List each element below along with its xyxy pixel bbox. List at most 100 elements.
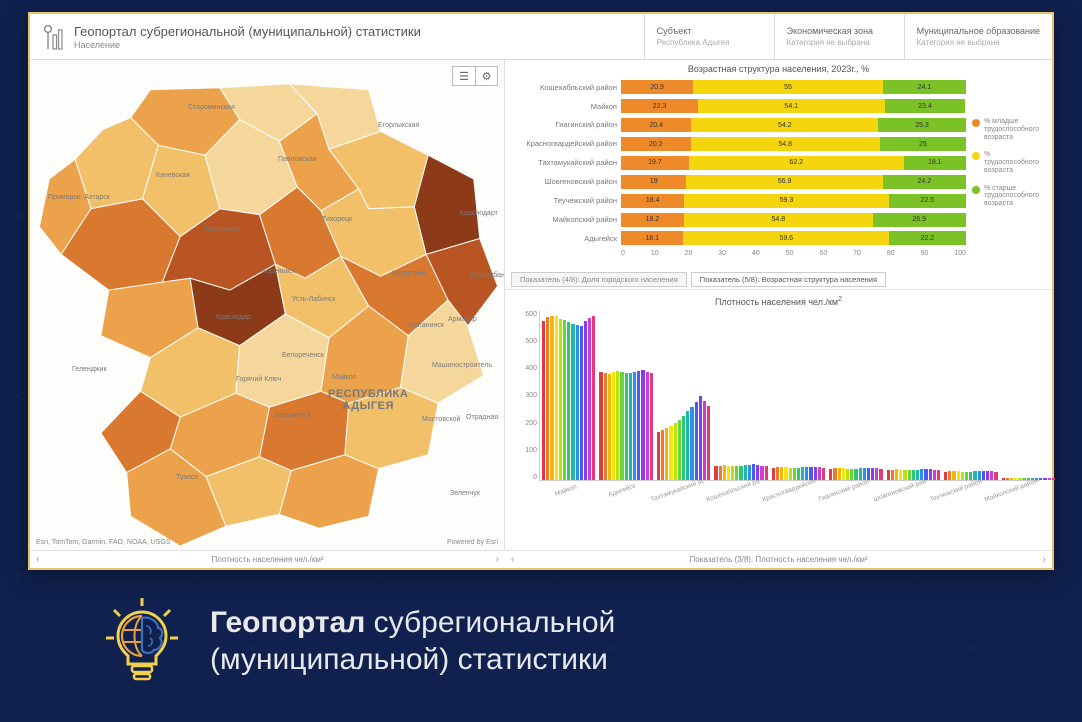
chart-tab[interactable]: Показатель (5/8): Возрастная структура н…	[691, 272, 886, 287]
selector-subject[interactable]: Субъект Республика Адыгея	[644, 14, 774, 59]
density-plot-area	[539, 311, 1040, 481]
group-label: Тахтамукайский район	[650, 478, 709, 516]
density-bar	[604, 373, 607, 480]
bar-group[interactable]	[942, 471, 999, 480]
dashboard-card: Геопортал субрегиональной (муниципальной…	[28, 12, 1054, 570]
chevron-right-icon[interactable]: ›	[496, 554, 499, 565]
bar-group[interactable]	[540, 316, 597, 480]
gear-icon[interactable]: ⚙	[475, 67, 497, 85]
category-label: Красногвардейский район	[526, 140, 617, 148]
density-bar	[908, 470, 911, 480]
x-tick: 100	[954, 250, 966, 257]
selector-label: Муниципальное образование	[917, 26, 1040, 36]
density-bar	[571, 324, 574, 480]
density-bar	[780, 467, 783, 480]
density-bar	[829, 469, 832, 480]
bar-segment: 55	[693, 80, 883, 94]
density-bar	[961, 472, 964, 481]
chevron-left-icon[interactable]: ‹	[36, 554, 39, 565]
density-bar	[633, 372, 636, 480]
density-bar	[859, 468, 862, 480]
density-bar	[994, 472, 997, 481]
density-bar	[822, 468, 825, 480]
bar-group[interactable]	[770, 467, 827, 480]
density-bar	[567, 322, 570, 480]
bar-segment: 19.7	[621, 156, 689, 170]
stacked-bar-row[interactable]: 18.159.622.2	[621, 231, 966, 245]
group-label: Майкопский район	[984, 478, 1043, 516]
density-bar	[620, 372, 623, 480]
group-label: Гиагинский район	[817, 478, 876, 516]
stacked-bar-row[interactable]: 20.454.225.3	[621, 118, 966, 132]
density-bar	[760, 466, 763, 480]
density-bar	[957, 471, 960, 480]
stacked-bar-row[interactable]: 19.762.218.1	[621, 156, 966, 170]
stacked-bar-row[interactable]: 20.95524.1	[621, 80, 966, 94]
y-tick: 400	[525, 365, 537, 372]
bar-segment: 54.8	[691, 137, 880, 151]
selector-economic-zone[interactable]: Экономическая зона Категория не выбрана	[774, 14, 904, 59]
stacked-bar-row[interactable]: 18.459.322.5	[621, 194, 966, 208]
bar-segment: 22.3	[621, 99, 698, 113]
headline-icon	[100, 596, 184, 686]
y-tick: 600	[525, 311, 537, 318]
choropleth-map	[30, 60, 504, 550]
x-tick: 20	[685, 250, 693, 257]
density-bar	[748, 465, 751, 480]
density-bar	[1002, 478, 1005, 480]
stacked-bar-row[interactable]: 18.254.826.9	[621, 213, 966, 227]
y-tick: 200	[525, 420, 537, 427]
bar-segment: 24.2	[883, 175, 966, 189]
category-label: Тахтамукайский район	[538, 159, 617, 167]
density-bar	[903, 470, 906, 480]
density-bar	[1048, 478, 1051, 480]
density-bar	[744, 465, 747, 480]
bar-group[interactable]	[655, 396, 712, 480]
density-bar	[948, 471, 951, 480]
legend-swatch	[972, 119, 980, 127]
density-bar	[723, 465, 726, 480]
bar-segment: 26.9	[873, 213, 966, 227]
legend-swatch	[972, 152, 980, 160]
density-bar	[592, 316, 595, 480]
legend-item: % трудоспособного возраста	[972, 151, 1046, 174]
stacked-bar-row[interactable]: 1956.924.2	[621, 175, 966, 189]
density-bar	[842, 468, 845, 480]
bar-segment: 54.2	[691, 118, 878, 132]
group-label: Теучежский район	[928, 478, 987, 516]
density-bar	[678, 420, 681, 480]
density-bar	[612, 372, 615, 480]
stacked-bar-row[interactable]: 20.254.825	[621, 137, 966, 151]
bar-group[interactable]	[885, 469, 942, 480]
selector-municipality[interactable]: Муниципальное образование Категория не в…	[904, 14, 1052, 59]
list-icon[interactable]: ☰	[453, 67, 475, 85]
map-attribution: Esri, TomTom, Garmin, FAO, NOAA, USGS	[36, 539, 170, 546]
bar-segment: 20.4	[621, 118, 691, 132]
density-plot: 6005004003002001000 МайкопАдыгейскТахтам…	[539, 311, 1040, 501]
density-bar	[1010, 478, 1013, 480]
category-label: Адыгейск	[584, 235, 617, 243]
bar-segment: 22.2	[889, 231, 966, 245]
bar-group[interactable]	[712, 464, 769, 480]
density-bar	[965, 472, 968, 480]
bar-segment: 20.9	[621, 80, 693, 94]
chevron-right-icon[interactable]: ›	[1043, 554, 1046, 565]
chart-tab[interactable]: Показатель (4/8): Доля городского населе…	[511, 272, 687, 287]
x-tick: 90	[921, 250, 929, 257]
bar-group[interactable]	[597, 370, 654, 480]
selector-value: Категория не выбрана	[787, 38, 892, 47]
chevron-left-icon[interactable]: ‹	[511, 554, 514, 565]
map-pane[interactable]: СтароминскаяЕгорлыкскаяКаневскаяПавловск…	[30, 60, 505, 550]
bar-group[interactable]	[827, 468, 884, 480]
density-bar	[797, 468, 800, 480]
density-bar	[608, 374, 611, 480]
density-bar	[887, 470, 890, 480]
density-bar	[599, 372, 602, 480]
density-bar	[1018, 478, 1021, 480]
density-bar	[555, 316, 558, 480]
density-bar	[793, 468, 796, 480]
density-bar	[576, 325, 579, 480]
density-bar	[703, 401, 706, 480]
stacked-bar-row[interactable]: 22.354.123.4	[621, 99, 966, 113]
header-title-block: Геопортал субрегиональной (муниципальной…	[30, 14, 644, 59]
